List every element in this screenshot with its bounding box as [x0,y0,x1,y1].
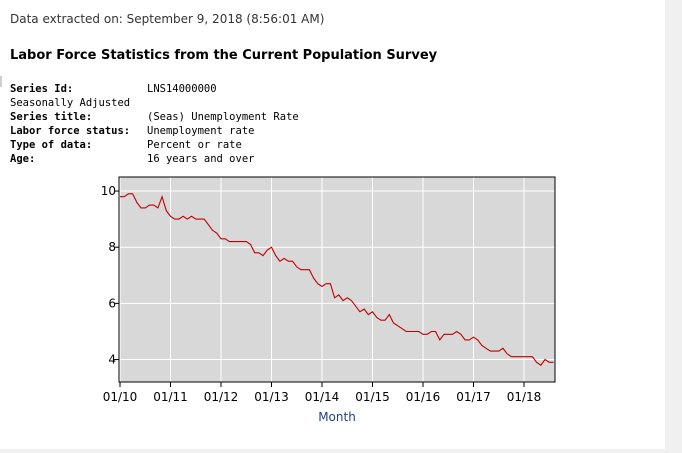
y-tick-label: 8 [108,240,116,254]
plot-border [118,176,556,383]
series-id-key: Series Id: [10,83,74,95]
data-type-key: Type of data: [10,139,93,151]
x-tick-label: 01/13 [254,390,289,404]
x-tick-label: 01/18 [507,390,542,404]
data-type-value: Percent or rate [147,139,242,151]
seasonal-key: Seasonally Adjusted [10,97,131,109]
series-title-key: Series title: [10,111,93,123]
series-id-row: Series Id: LNS14000000 [10,82,299,96]
x-axis-label: Month [318,410,356,424]
x-tick-label: 01/16 [406,390,441,404]
page-title: Labor Force Statistics from the Current … [10,48,438,63]
age-row: Age: 16 years and over [10,152,299,166]
data-type-row: Type of data: Percent or rate [10,138,299,152]
series-info: Series Id: LNS14000000 Seasonally Adjust… [10,82,299,166]
seasonal-row: Seasonally Adjusted [10,96,299,110]
series-line [120,193,554,366]
labor-force-row: Labor force status: Unemployment rate [10,124,299,138]
y-tick-label: 4 [108,353,116,367]
x-tick-label: 01/17 [456,390,491,404]
labor-force-key: Labor force status: [10,125,131,137]
series-id-value: LNS14000000 [147,83,217,95]
age-value: 16 years and over [147,153,255,165]
series-title-value: (Seas) Unemployment Rate [147,111,299,123]
left-edge-marker [0,76,2,87]
y-tick-label: 10 [101,184,116,198]
x-tick-label: 01/14 [305,390,340,404]
y-tick-label: 6 [108,296,116,310]
series-title-row: Series title: (Seas) Unemployment Rate [10,110,299,124]
plot-area [119,177,555,382]
x-tick-label: 01/15 [355,390,390,404]
extraction-timestamp: Data extracted on: September 9, 2018 (8:… [10,12,325,26]
age-key: Age: [10,153,36,165]
x-tick-label: 01/12 [204,390,239,404]
labor-force-value: Unemployment rate [147,125,255,137]
x-tick-label: 01/10 [103,390,138,404]
x-tick-label: 01/11 [153,390,188,404]
